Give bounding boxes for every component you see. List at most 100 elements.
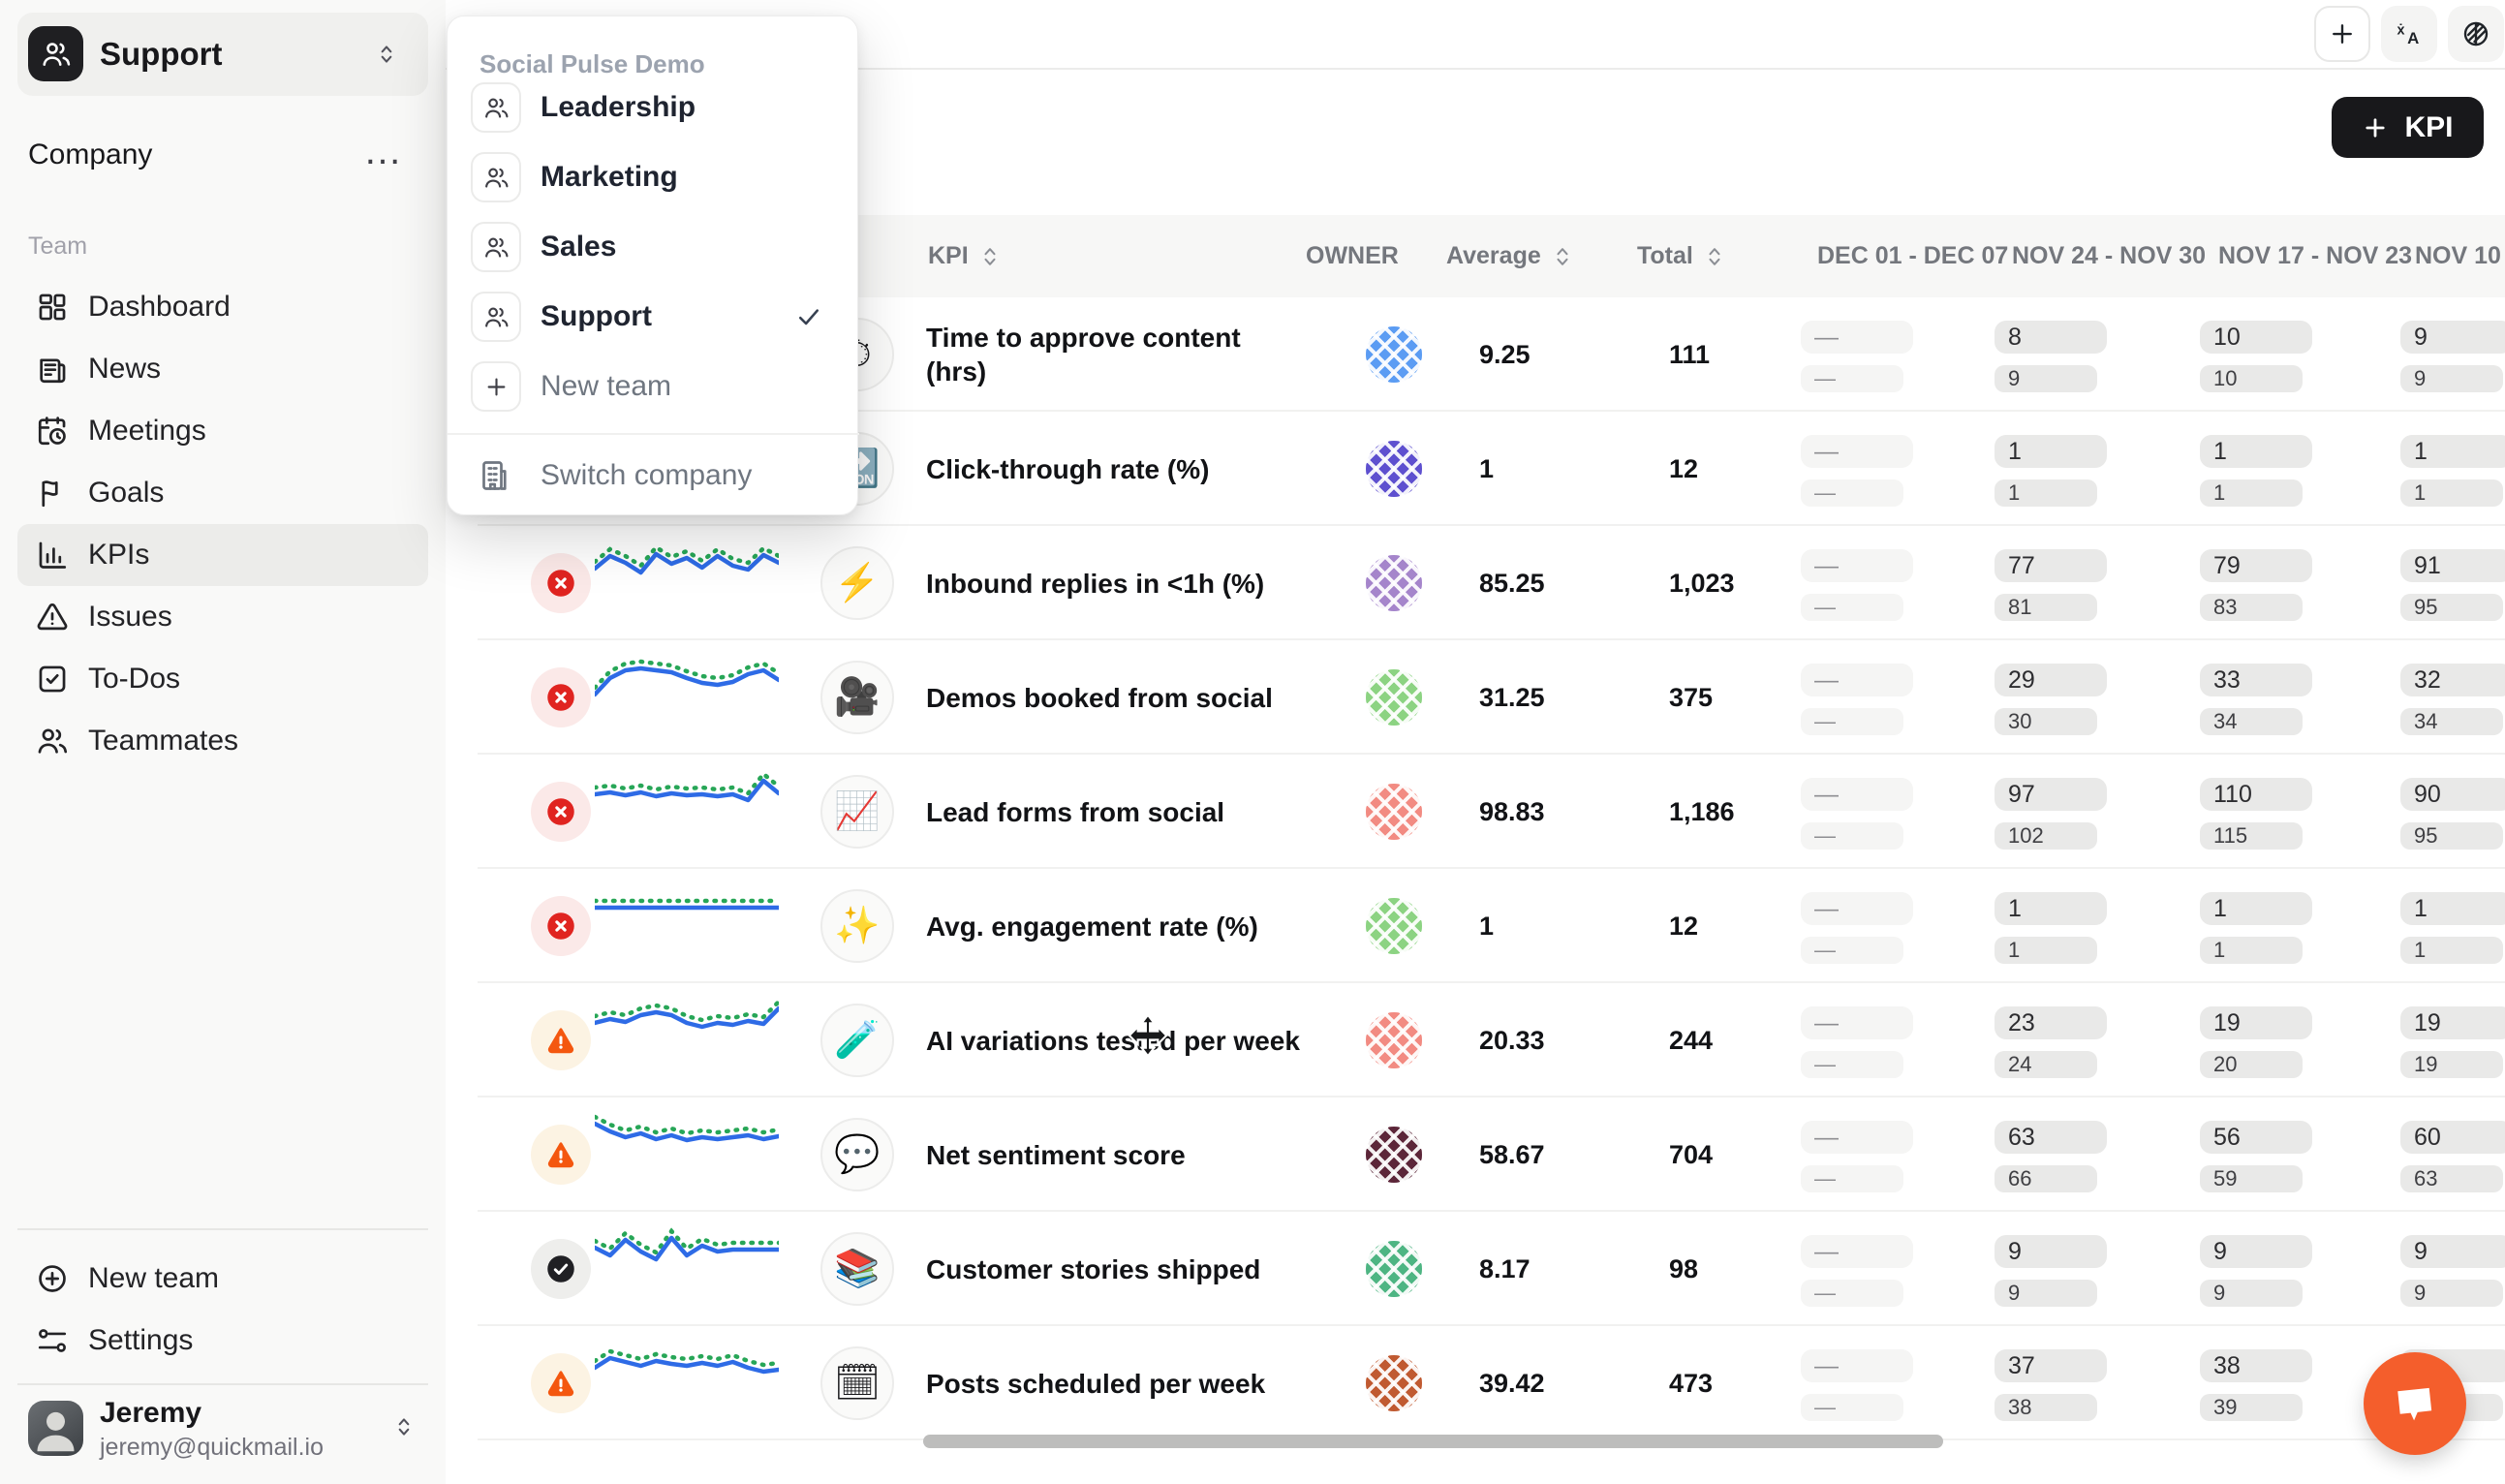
owner-avatar[interactable] xyxy=(1366,555,1422,611)
team-menu-item-marketing[interactable]: Marketing xyxy=(457,142,850,212)
week-goal-value[interactable]: — xyxy=(1801,708,1903,735)
week-goal-value[interactable]: 10 xyxy=(2200,365,2303,392)
week-goal-value[interactable]: — xyxy=(1801,365,1903,392)
week-goal-value[interactable]: 24 xyxy=(1995,1051,2097,1078)
team-switcher-button[interactable]: Support xyxy=(17,13,428,96)
week-value[interactable]: — xyxy=(1801,1349,1913,1382)
owner-avatar[interactable] xyxy=(1366,1241,1422,1297)
week-goal-value[interactable]: 9 xyxy=(2400,365,2503,392)
week-value[interactable]: 23 xyxy=(1995,1006,2107,1039)
kpi-name[interactable]: Posts scheduled per week xyxy=(926,1368,1266,1399)
week-value[interactable]: — xyxy=(1801,549,1913,582)
week-goal-value[interactable]: 20 xyxy=(2200,1051,2303,1078)
week-goal-value[interactable]: 1 xyxy=(2400,479,2503,507)
week-value[interactable]: — xyxy=(1801,1235,1913,1268)
week-goal-value[interactable]: 102 xyxy=(1995,822,2097,850)
sidebar-item-dashboard[interactable]: Dashboard xyxy=(17,276,428,338)
add-button[interactable] xyxy=(2314,6,2370,62)
owner-avatar[interactable] xyxy=(1366,669,1422,726)
week-value[interactable]: — xyxy=(1801,664,1913,696)
week-value[interactable]: 9 xyxy=(1995,1235,2107,1268)
team-menu-item-sales[interactable]: Sales xyxy=(457,212,850,282)
sidebar-item-meetings[interactable]: Meetings xyxy=(17,400,428,462)
week-value[interactable]: 9 xyxy=(2200,1235,2312,1268)
week-goal-value[interactable]: 115 xyxy=(2200,822,2303,850)
column-header-kpi[interactable]: KPI xyxy=(928,215,1002,297)
week-value[interactable]: 37 xyxy=(1995,1349,2107,1382)
week-goal-value[interactable]: — xyxy=(1801,937,1903,964)
sidebar-item-goals[interactable]: Goals xyxy=(17,462,428,524)
week-value[interactable]: 77 xyxy=(1995,549,2107,582)
new-team-menu-item[interactable]: New team xyxy=(457,356,850,417)
chat-widget-button[interactable] xyxy=(2364,1352,2466,1455)
owner-avatar[interactable] xyxy=(1366,1355,1422,1411)
week-value[interactable]: 63 xyxy=(1995,1121,2107,1154)
week-goal-value[interactable]: 1 xyxy=(2200,479,2303,507)
add-kpi-button[interactable]: KPI xyxy=(2332,97,2484,158)
week-value[interactable]: — xyxy=(1801,1121,1913,1154)
week-value[interactable]: 56 xyxy=(2200,1121,2312,1154)
week-value[interactable]: 90 xyxy=(2400,778,2505,811)
week-value[interactable]: — xyxy=(1801,435,1913,468)
owner-avatar[interactable] xyxy=(1366,441,1422,497)
week-goal-value[interactable]: — xyxy=(1801,822,1903,850)
sidebar-item-new-team[interactable]: New team xyxy=(17,1248,428,1310)
week-value[interactable]: 1 xyxy=(1995,892,2107,925)
week-goal-value[interactable]: 63 xyxy=(2400,1165,2503,1192)
owner-avatar[interactable] xyxy=(1366,1012,1422,1068)
kpi-name[interactable]: Demos booked from social xyxy=(926,682,1273,713)
kpi-name[interactable]: Avg. engagement rate (%) xyxy=(926,911,1258,942)
week-value[interactable]: 1 xyxy=(2200,892,2312,925)
week-value[interactable]: 29 xyxy=(1995,664,2107,696)
week-value[interactable]: 97 xyxy=(1995,778,2107,811)
user-menu-button[interactable]: Jeremy jeremy@quickmail.io xyxy=(0,1395,446,1484)
week-value[interactable]: 19 xyxy=(2400,1006,2505,1039)
week-value[interactable]: 38 xyxy=(2200,1349,2312,1382)
week-goal-value[interactable]: 9 xyxy=(2400,1280,2503,1307)
week-value[interactable]: 10 xyxy=(2200,321,2312,354)
week-goal-value[interactable]: 1 xyxy=(1995,937,2097,964)
kpi-name[interactable]: AI variations tested per week xyxy=(926,1025,1300,1056)
week-value[interactable]: 1 xyxy=(2200,435,2312,468)
sidebar-item-settings[interactable]: Settings xyxy=(17,1310,428,1372)
switch-company-item[interactable]: Switch company xyxy=(457,445,850,507)
week-value[interactable]: — xyxy=(1801,892,1913,925)
week-goal-value[interactable]: 95 xyxy=(2400,594,2503,621)
week-goal-value[interactable]: 1 xyxy=(2400,937,2503,964)
week-goal-value[interactable]: 1 xyxy=(2200,937,2303,964)
week-goal-value[interactable]: 34 xyxy=(2200,708,2303,735)
theme-contrast-button[interactable] xyxy=(2448,6,2504,62)
owner-avatar[interactable] xyxy=(1366,326,1422,383)
week-goal-value[interactable]: 66 xyxy=(1995,1165,2097,1192)
team-menu-item-leadership[interactable]: Leadership xyxy=(457,73,850,142)
column-header-total[interactable]: Total xyxy=(1637,215,1726,297)
owner-avatar[interactable] xyxy=(1366,898,1422,954)
week-value[interactable]: — xyxy=(1801,778,1913,811)
sort-icon[interactable] xyxy=(1703,245,1726,268)
sort-icon[interactable] xyxy=(978,245,1002,268)
week-goal-value[interactable]: 81 xyxy=(1995,594,2097,621)
week-value[interactable]: 1 xyxy=(2400,892,2505,925)
kpi-name[interactable]: Inbound replies in <1h (%) xyxy=(926,568,1265,599)
week-value[interactable]: 91 xyxy=(2400,549,2505,582)
week-goal-value[interactable]: — xyxy=(1801,1051,1903,1078)
week-goal-value[interactable]: — xyxy=(1801,1280,1903,1307)
kpi-name[interactable]: Net sentiment score xyxy=(926,1139,1186,1170)
week-goal-value[interactable]: 30 xyxy=(1995,708,2097,735)
week-value[interactable]: 9 xyxy=(2400,1235,2505,1268)
week-goal-value[interactable]: 83 xyxy=(2200,594,2303,621)
sidebar-item-issues[interactable]: Issues xyxy=(17,586,428,648)
week-value[interactable]: 60 xyxy=(2400,1121,2505,1154)
horizontal-scrollbar[interactable] xyxy=(923,1435,1943,1448)
kpi-name[interactable]: Time to approve content (hrs) xyxy=(926,323,1241,386)
week-goal-value[interactable]: 9 xyxy=(2200,1280,2303,1307)
column-header-average[interactable]: Average xyxy=(1446,215,1574,297)
week-goal-value[interactable]: 19 xyxy=(2400,1051,2503,1078)
week-value[interactable]: 8 xyxy=(1995,321,2107,354)
week-goal-value[interactable]: 1 xyxy=(1995,479,2097,507)
sort-icon[interactable] xyxy=(1551,245,1574,268)
team-menu-item-support[interactable]: Support xyxy=(457,282,850,352)
week-value[interactable]: 79 xyxy=(2200,549,2312,582)
owner-avatar[interactable] xyxy=(1366,1127,1422,1183)
